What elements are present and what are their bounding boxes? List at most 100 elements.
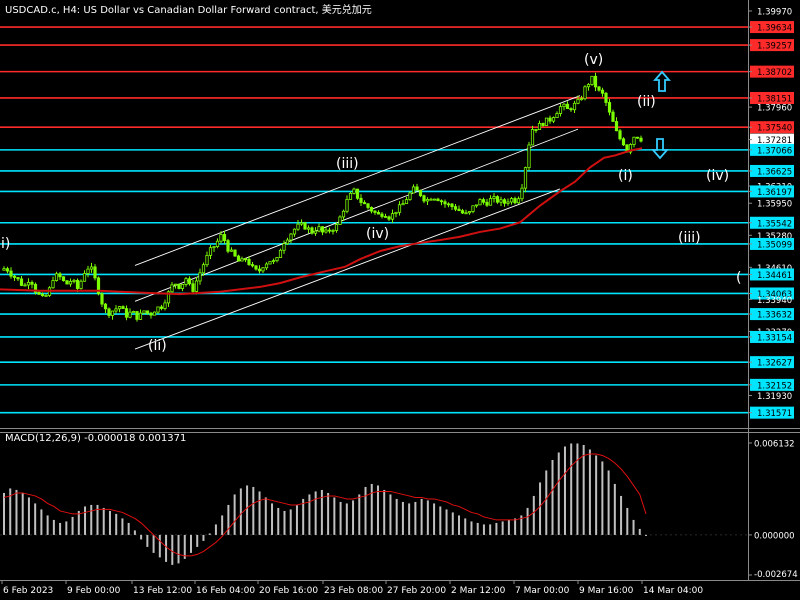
candle-body	[551, 117, 556, 122]
wave-label: (ii)	[148, 338, 167, 354]
macd-histogram-bar	[46, 515, 49, 535]
candle-body	[233, 249, 237, 257]
macd-histogram-bar	[620, 495, 623, 535]
time-tick-label: 7 Mar 00:00	[515, 586, 570, 596]
macd-histogram-bar	[208, 533, 211, 535]
price-tick-label: 1.38151	[757, 94, 792, 104]
macd-histogram-bar	[482, 524, 485, 535]
macd-title: MACD(12,26,9) -0.000018 0.001371	[5, 433, 186, 444]
candle-body	[492, 196, 496, 199]
macd-histogram-bar	[314, 491, 317, 535]
candle-body	[278, 249, 283, 258]
candle-body	[453, 206, 458, 210]
candle-body	[359, 197, 363, 203]
price-tick-label: 1.33632	[757, 311, 792, 321]
candle-body	[534, 129, 538, 131]
candle-body	[19, 278, 24, 286]
candle-body	[100, 293, 104, 305]
candle-body	[429, 198, 433, 201]
candle-body	[555, 113, 559, 118]
macd-histogram-bar	[376, 485, 379, 535]
macd-histogram-bar	[570, 443, 573, 535]
chart-title: USDCAD.c, H4: US Dollar vs Canadian Doll…	[5, 3, 372, 16]
price-tick-label: 1.38702	[757, 68, 792, 78]
candle-body	[254, 265, 258, 270]
candle-body	[156, 306, 160, 313]
candle-body	[604, 92, 608, 103]
macd-histogram-bar	[520, 515, 523, 535]
price-tick-label: 1.39970	[757, 7, 792, 17]
macd-histogram-bar	[9, 488, 12, 535]
candle-body	[44, 295, 48, 297]
candle-body	[212, 246, 216, 249]
candle-body	[639, 137, 643, 142]
macd-histogram-bar	[252, 486, 255, 535]
macd-histogram-bar	[339, 501, 342, 535]
macd-histogram-bar	[264, 497, 267, 535]
macd-histogram-bar	[395, 498, 398, 535]
price-tick-label: 1.34063	[757, 290, 792, 300]
candle-body	[597, 86, 601, 91]
candle-body	[422, 195, 426, 202]
macd-histogram-bar	[495, 522, 498, 535]
candle-body	[562, 103, 566, 108]
macd-histogram-bar	[183, 534, 186, 559]
macd-histogram-bar	[408, 503, 411, 535]
macd-histogram-bar	[358, 494, 361, 535]
candle-body	[317, 226, 321, 232]
candle-body	[369, 207, 374, 212]
price-tick-label: 1.35280	[757, 232, 792, 242]
candle-body	[219, 234, 223, 242]
macd-histogram-bar	[327, 492, 330, 535]
down-arrow-icon	[651, 138, 669, 160]
candle-body	[471, 205, 475, 212]
candle-body	[170, 284, 174, 293]
macd-histogram-bar	[532, 495, 535, 535]
price-tag-background	[750, 237, 794, 250]
moving-average-line	[0, 147, 643, 296]
macd-histogram-bar	[271, 503, 274, 535]
candle-body	[366, 203, 370, 208]
price-tag-background	[750, 164, 794, 177]
candle-body	[268, 261, 272, 265]
macd-histogram-bar	[277, 507, 280, 535]
macd-histogram-bar	[84, 506, 87, 535]
macd-histogram-bar	[65, 521, 68, 535]
candle-body	[499, 199, 503, 203]
candle-body	[390, 213, 395, 220]
price-tag-background	[750, 216, 794, 229]
macd-histogram-bar	[77, 510, 80, 535]
candle-body	[282, 243, 286, 251]
candle-body	[523, 167, 528, 189]
candle-body	[558, 106, 563, 114]
macd-histogram-bar	[476, 522, 479, 535]
macd-histogram-bar	[108, 510, 111, 535]
macd-histogram-bar	[389, 494, 392, 535]
candle-body	[201, 264, 206, 274]
candle-body	[128, 311, 132, 318]
candle-body	[635, 136, 640, 139]
candle-body	[341, 210, 346, 218]
macd-tick-label: -0.002674	[754, 570, 798, 580]
macd-histogram-bar	[445, 509, 448, 535]
macd-histogram-bar	[102, 507, 105, 535]
candle-body	[324, 229, 328, 233]
candle-body	[107, 308, 111, 316]
candle-body	[621, 138, 626, 146]
price-tick-label: 1.39634	[757, 24, 792, 34]
candle-body	[383, 216, 388, 218]
macd-histogram-bar	[582, 444, 585, 535]
candle-body	[180, 284, 185, 289]
candle-body	[513, 198, 517, 204]
candle-body	[376, 212, 381, 215]
macd-histogram-bar	[233, 494, 236, 535]
candle-body	[544, 117, 549, 126]
macd-histogram-bar	[401, 501, 404, 535]
macd-histogram-bar	[439, 506, 442, 535]
candle-body	[614, 121, 619, 132]
candle-body	[51, 280, 55, 289]
candle-body	[632, 136, 636, 145]
macd-tick-label: 0.006132	[754, 440, 795, 450]
macd-histogram-bar	[302, 498, 305, 535]
